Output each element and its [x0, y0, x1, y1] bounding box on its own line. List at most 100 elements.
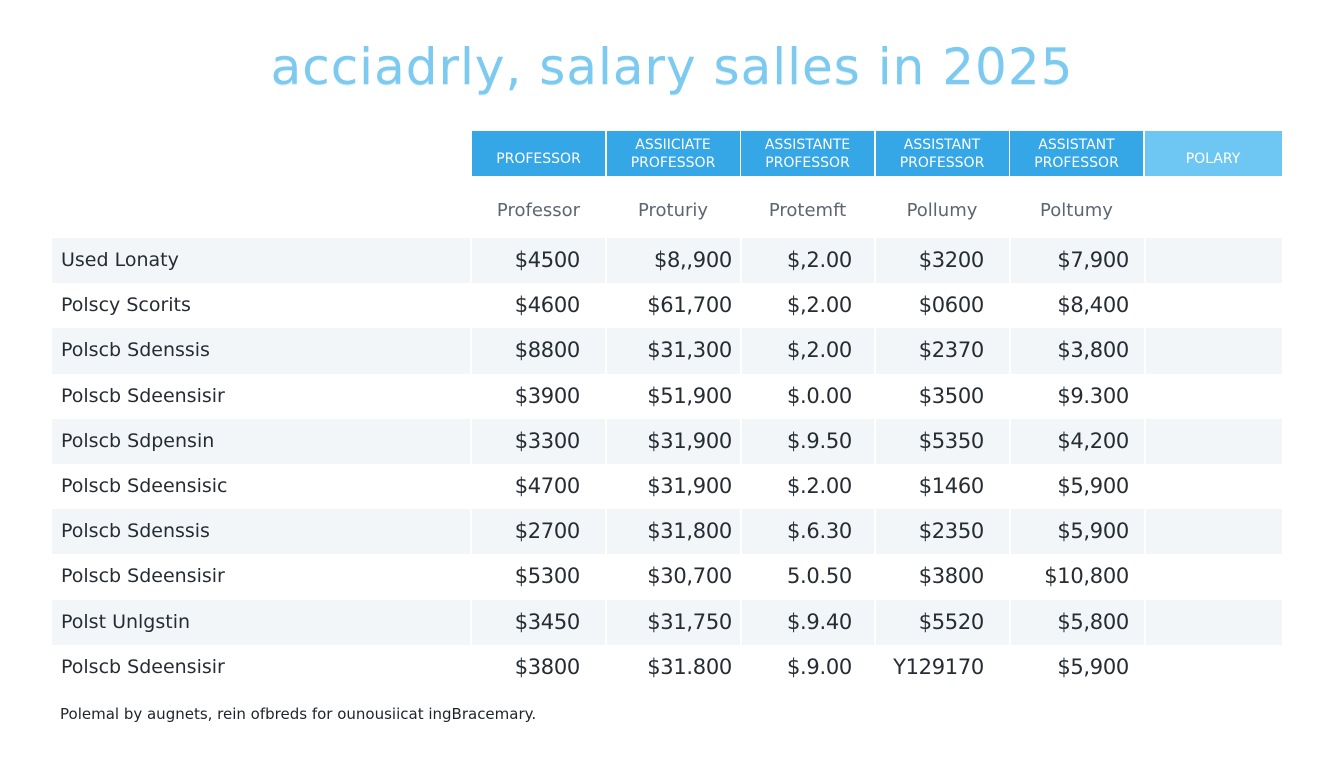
column-separator: [470, 238, 472, 648]
column-header-label: POLARY: [1185, 151, 1241, 167]
table-row: Polscb Sdeensisic $4700 $31,900 $.2.00 $1460…: [52, 464, 1282, 509]
column-header-label: ASSISTANT: [903, 136, 981, 153]
table-cell: $3500: [918, 383, 985, 408]
table-cell: Y129170: [893, 654, 984, 679]
column-separator: [605, 238, 607, 648]
subheader-cell: Pollumy: [906, 200, 978, 221]
column-header-4: ASSISTANT PROFESSOR: [875, 131, 1009, 176]
table-cell: $30,700: [647, 564, 732, 589]
table-cell: $.2.00: [787, 473, 852, 498]
table-cell: $31,900: [647, 428, 732, 453]
subheader-cell: Poltumy: [1040, 200, 1113, 221]
table-row: Polscb Sdeensisir $5300 $30,700 5.0.50 $3800…: [52, 554, 1282, 599]
table-cell: $51,900: [647, 383, 732, 408]
table-cell: $5,800: [1057, 609, 1129, 634]
table-cell: $31.800: [647, 654, 732, 679]
table-cell: $2700: [514, 519, 581, 544]
column-header-label: PROFESSOR: [630, 154, 716, 171]
table-cell: $4700: [514, 473, 581, 498]
table-cell: $0600: [918, 293, 985, 318]
footnote: Polemal by augnets, rein ofbreds for oun…: [60, 705, 537, 723]
table-cell: $2350: [918, 519, 985, 544]
table-cell: $1460: [918, 473, 985, 498]
subheader-cell: Professor: [496, 200, 581, 221]
table-cell: $8,,900: [653, 248, 732, 272]
row-label: Polscb Sdeensisir: [61, 565, 225, 588]
column-separator: [1144, 238, 1146, 648]
table-cell: $.9.40: [787, 609, 852, 634]
table-cell: $3200: [918, 248, 985, 272]
column-header-label: PROFESSOR: [765, 154, 850, 171]
column-header-row: PROFESSOR ASSIICIATE PROFESSOR ASSISTANTE PR…: [472, 131, 1282, 176]
table-cell: $5,900: [1057, 654, 1129, 679]
column-header-label: ASSIICIATE: [635, 136, 711, 153]
table-cell: $3450: [514, 609, 581, 634]
column-separator: [740, 238, 742, 648]
table-cell: $5,900: [1057, 473, 1129, 498]
column-header-3: ASSISTANTE PROFESSOR: [741, 131, 874, 176]
table-cell: $,2.00: [787, 293, 852, 318]
table-cell: $5300: [514, 564, 581, 589]
table-cell: $31,800: [647, 519, 732, 544]
column-header-label: PROFESSOR: [496, 151, 581, 167]
table-cell: $4500: [514, 248, 581, 272]
table-cell: $31,300: [647, 338, 732, 363]
column-header-label: PROFESSOR: [899, 154, 985, 171]
column-header-label: ASSISTANTE: [764, 136, 851, 153]
table-cell: $8,400: [1057, 293, 1129, 318]
table-cell: $3800: [514, 654, 581, 679]
row-label: Polscb Sdenssis: [61, 339, 210, 362]
row-label: Polscy Scorits: [61, 294, 191, 317]
row-label: Polscb Sdeensisir: [61, 384, 225, 407]
column-header-5: ASSISTANT PROFESSOR: [1010, 131, 1143, 176]
table-cell: $61,700: [647, 293, 732, 318]
table-cell: $.0.00: [787, 383, 852, 408]
row-label: Polscb Sdeensisic: [61, 474, 228, 497]
column-header-6: POLARY: [1144, 131, 1282, 176]
table-cell: $10,800: [1044, 564, 1129, 589]
table-cell: $3300: [514, 428, 581, 453]
column-separator: [874, 238, 876, 648]
row-label: Polscb Sdeensisir: [61, 655, 225, 678]
row-label: Polscb Sdpensin: [61, 429, 215, 452]
table-cell: $5520: [918, 609, 985, 634]
column-separator: [1009, 238, 1011, 648]
table-cell: $.9.50: [787, 428, 852, 453]
table-row: Polscb Sdenssis $2700 $31,800 $.6.30 $2350 $5…: [52, 509, 1282, 555]
table-cell: $,2.00: [787, 248, 852, 272]
table-cell: $5,900: [1057, 519, 1129, 544]
table-cell: $3900: [514, 383, 581, 408]
table-cell: $31,900: [647, 473, 732, 498]
table-cell: $8800: [514, 338, 581, 363]
column-header-label: ASSISTANT: [1038, 136, 1115, 153]
table-cell: $9.300: [1057, 383, 1129, 408]
table-row: Polscy Scorits $4600 $61,700 $,2.00 $0600 $8,…: [52, 283, 1282, 328]
table-cell: $31,750: [647, 609, 732, 634]
column-header-label: PROFESSOR: [1034, 154, 1119, 171]
table-row: Polst Unlgstin $3450 $31,750 $.9.40 $5520 $5,…: [52, 599, 1282, 645]
row-label: Used Lonaty: [61, 249, 179, 271]
table-cell: $3800: [918, 564, 985, 589]
table-row: Polscb Sdeensisir $3800 $31.800 $.9.00 Y1291…: [52, 645, 1282, 690]
table-cell: $2370: [918, 338, 985, 363]
subheader-cell: Protemft: [768, 200, 847, 221]
table-row: Used Lonaty $4500 $8,,900 $,2.00 $3200 $7,900: [52, 238, 1282, 284]
table-cell: 5.0.50: [787, 564, 852, 589]
column-header-1: PROFESSOR: [472, 131, 605, 176]
row-label: Polst Unlgstin: [61, 610, 191, 633]
salary-table: Used Lonaty $4500 $8,,900 $,2.00 $3200 $7,900…: [52, 238, 1282, 690]
table-row: Polscb Sdpensin $3300 $31,900 $.9.50 $5350 $4…: [52, 418, 1282, 464]
table-cell: $5350: [918, 428, 985, 453]
table-cell: $,2.00: [787, 338, 852, 363]
table-cell: $.9.00: [787, 654, 852, 679]
table-cell: $.6.30: [787, 519, 852, 544]
table-cell: $7,900: [1057, 248, 1129, 272]
subheader-row: Professor Proturiy Protemft Pollumy Poltumy: [472, 200, 1282, 228]
table-row: Polscb Sdenssis $8800 $31,300 $,2.00 $2370 $3…: [52, 328, 1282, 374]
table-cell: $4,200: [1057, 428, 1129, 453]
chart-title: acciadrly, salary salles in 2025: [270, 38, 1074, 96]
row-label: Polscb Sdenssis: [61, 520, 210, 543]
subheader-cell: Proturiy: [637, 200, 709, 221]
table-cell: $4600: [514, 293, 581, 318]
table-cell: $3,800: [1057, 338, 1129, 363]
